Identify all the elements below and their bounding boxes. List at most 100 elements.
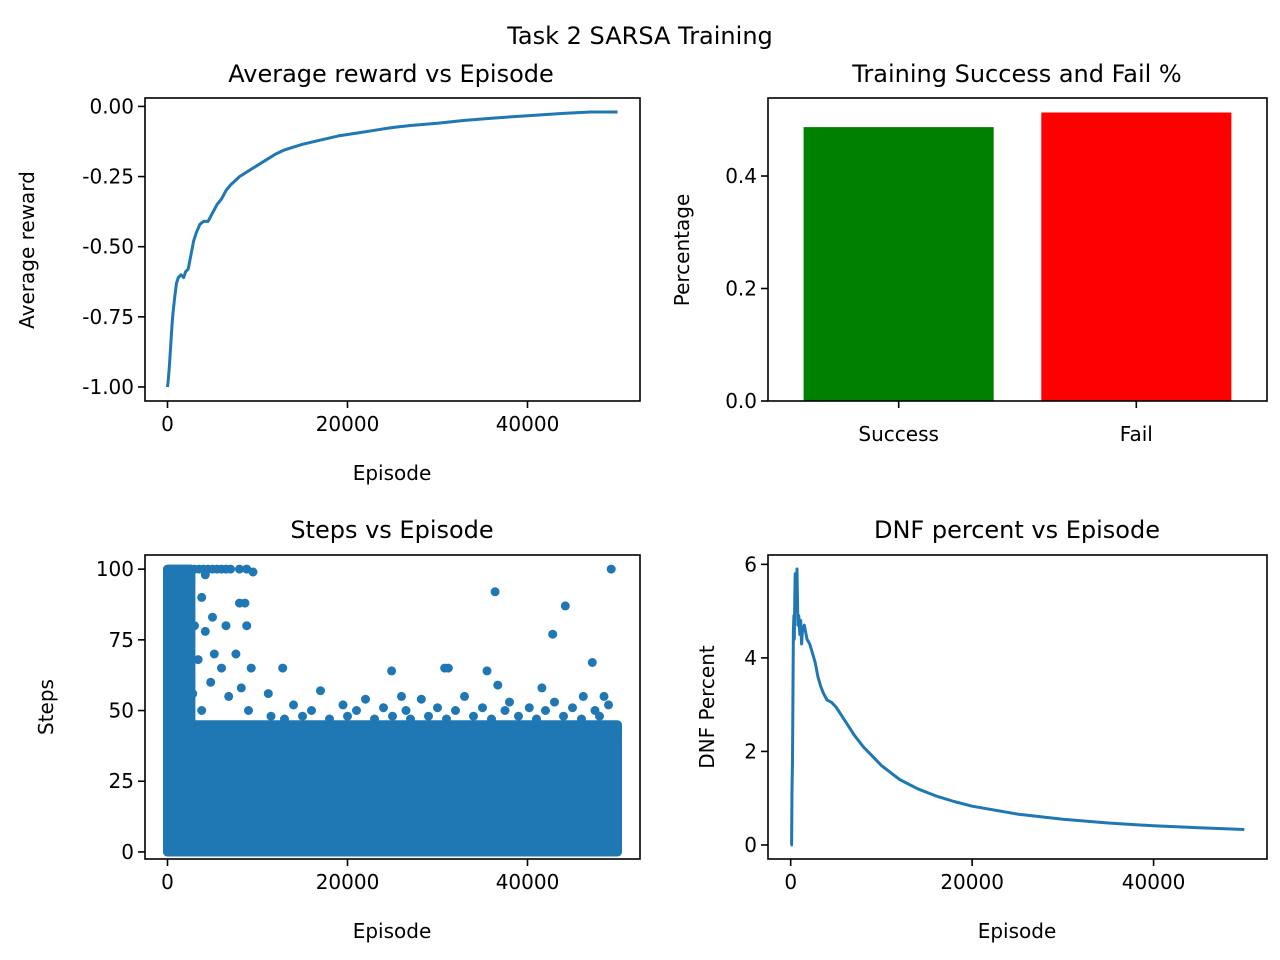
steps-x-ticks: 0 20000 40000 [161,859,559,894]
steps-point [246,663,256,673]
steps-point [397,691,406,701]
reward-y-ticks: 0.00 -0.25 -0.50 -0.75 -1.00 [82,94,145,399]
steps-point [221,621,231,631]
dnf-x-ticks: 0 20000 40000 [784,859,1185,894]
reward-line-group [166,110,618,388]
steps-point [325,714,334,724]
steps-point [352,706,361,715]
steps-point [179,607,189,617]
steps-point [606,564,616,574]
success-y-tick-label: 0.0 [725,389,757,413]
steps-point [493,680,503,690]
steps-y-ticks: 0 25 50 75 100 [96,557,145,864]
steps-point [166,700,176,710]
steps-x-tick-label: 40000 [496,870,560,894]
steps-point [185,587,195,597]
steps-plot-title: Steps vs Episode [290,516,493,544]
steps-point [193,655,203,665]
steps-point [235,564,244,574]
reward-x-tick-label: 0 [161,412,174,436]
steps-point [173,578,183,588]
steps-point [599,691,609,701]
steps-point [424,711,433,721]
steps-point [240,598,250,608]
reward-subplot: Average reward vs Episode 0 20000 40000 0.… [15,60,641,485]
dnf-x-tick-label: 20000 [940,870,1004,894]
steps-point [182,643,192,653]
steps-point [460,691,469,701]
steps-dense-point-band [163,720,622,857]
steps-point [343,711,352,721]
steps-point [280,714,289,724]
steps-x-axis-label: Episode [353,919,432,943]
steps-point [514,711,523,721]
steps-point [307,706,316,715]
steps-x-tick-label: 20000 [316,870,380,894]
dnf-line-group [790,567,1245,847]
steps-y-tick-label: 50 [109,699,134,723]
steps-point [451,706,460,715]
steps-point [200,570,210,580]
success-bars-group [803,112,1232,401]
success-plot-title: Training Success and Fail % [851,60,1181,88]
success-subplot: Training Success and Fail % Success Fail … [670,60,1268,446]
steps-y-axis-label: Steps [34,679,58,735]
steps-subplot: Steps vs Episode 0 20000 40000 0255075100 … [34,516,641,943]
steps-point [505,697,514,707]
steps-point [263,689,273,699]
steps-point [206,677,216,687]
steps-point [433,703,442,713]
steps-point [388,711,397,721]
steps-point [406,714,415,724]
steps-point [541,706,550,715]
dnf-subplot: DNF percent vs Episode 0 20000 40000 0246 … [695,516,1268,943]
steps-point [595,711,604,721]
success-category-label: Success [858,422,939,446]
dnf-y-tick-label: 2 [744,739,757,763]
steps-point [208,612,217,622]
steps-point [560,601,570,611]
steps-point [188,689,198,699]
reward-y-tick-label: -0.50 [82,235,134,259]
steps-point [387,666,397,676]
steps-point [568,703,577,713]
steps-point [443,663,453,673]
success-axes-frame [767,97,1268,402]
steps-point [487,714,496,724]
success-y-axis-label: Percentage [670,194,694,307]
steps-point [559,711,568,721]
steps-y-tick-label: 0 [121,840,134,864]
figure-suptitle: Task 2 SARSA Training [506,22,773,50]
success-y-tick-label: 0.4 [725,164,757,188]
steps-point [168,598,178,608]
dnf-y-tick-label: 6 [744,552,757,576]
steps-point [236,683,246,693]
steps-point [224,691,234,701]
reward-plot-title: Average reward vs Episode [228,60,554,88]
reward-x-tick-label: 20000 [316,412,380,436]
dnf-x-axis-label: Episode [978,919,1057,943]
steps-axes-frame [144,554,641,860]
steps-point [200,626,210,636]
steps-point [482,666,492,676]
steps-point [548,629,558,639]
steps-point [316,686,325,696]
steps-point [231,649,241,659]
steps-point [401,706,411,715]
steps-point [298,711,307,721]
success-category-label: Fail [1120,422,1153,446]
reward-y-tick-label: 0.00 [89,94,134,118]
success-y-tick-label: 0.2 [725,277,757,301]
reward-x-axis-label: Episode [353,461,432,485]
steps-point [537,683,547,693]
steps-point [478,703,487,713]
steps-point [469,711,478,721]
steps-point [338,700,348,710]
success-x-ticks: Success Fail [858,401,1153,446]
reward-y-tick-label: -0.25 [82,165,134,189]
reward-x-ticks: 0 20000 40000 [161,401,559,436]
steps-point [197,706,207,715]
success-bar-success [803,127,994,401]
steps-point [442,714,451,724]
